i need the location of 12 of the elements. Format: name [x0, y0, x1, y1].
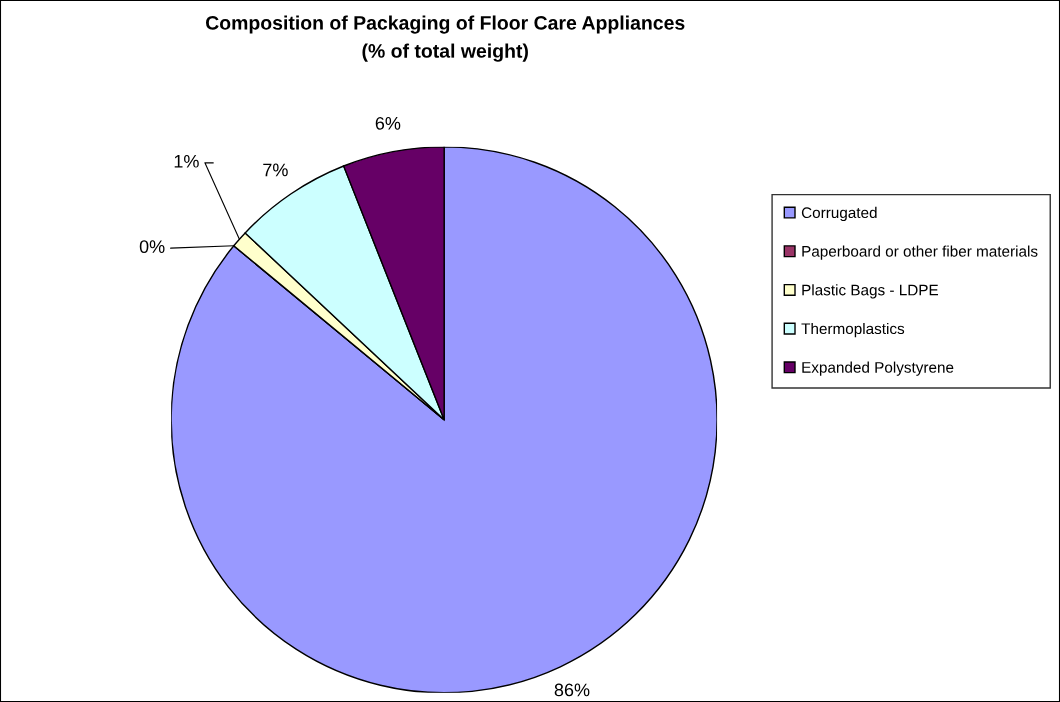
legend-label: Corrugated: [801, 206, 877, 222]
data-label: 86%: [554, 683, 590, 697]
data-label: 7%: [263, 163, 288, 177]
chart-title: Composition of Packaging of Floor Care Appliances: [206, 15, 685, 34]
text: 0%: [139, 240, 165, 254]
data-label: 1%: [174, 154, 199, 168]
legend-label: Paperboard or other fiber materials: [802, 245, 1038, 260]
legend-label: Thermoplastics: [801, 322, 905, 338]
legend-label: Expanded Polystyrene: [802, 361, 954, 376]
data-label: 6%: [375, 116, 401, 130]
legend-label: Plastic Bags - LDPE: [802, 284, 939, 299]
chart-subtitle: (% of total weight): [362, 43, 528, 62]
